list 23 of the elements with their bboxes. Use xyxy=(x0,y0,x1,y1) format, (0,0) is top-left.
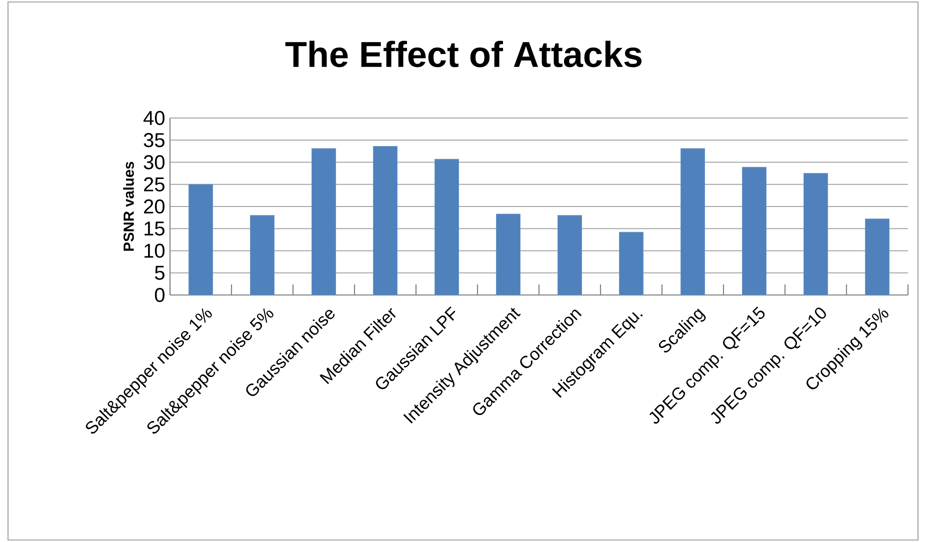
bar xyxy=(557,215,582,295)
y-tick-label: 35 xyxy=(144,133,164,148)
y-tick-label: 15 xyxy=(144,222,164,236)
y-tick-label: 5 xyxy=(154,266,164,280)
bar xyxy=(742,166,767,295)
bar xyxy=(496,214,521,295)
bar xyxy=(311,148,336,295)
y-axis-title: PSNR values xyxy=(123,162,134,251)
bar xyxy=(680,148,706,295)
bar xyxy=(803,173,828,295)
y-tick-label: 25 xyxy=(144,177,164,192)
y-tick-label: 30 xyxy=(144,155,164,170)
bar xyxy=(372,146,398,295)
bar xyxy=(434,158,460,295)
bar xyxy=(618,232,644,295)
y-tick-label: 20 xyxy=(144,199,164,214)
y-tick-label: 40 xyxy=(144,110,164,126)
y-tick-label: 0 xyxy=(154,288,165,302)
chart-title: The Effect of Attacks xyxy=(285,40,642,68)
y-tick-label: 10 xyxy=(144,244,164,258)
bar xyxy=(188,184,214,295)
bar xyxy=(864,218,890,295)
bar xyxy=(250,215,275,295)
